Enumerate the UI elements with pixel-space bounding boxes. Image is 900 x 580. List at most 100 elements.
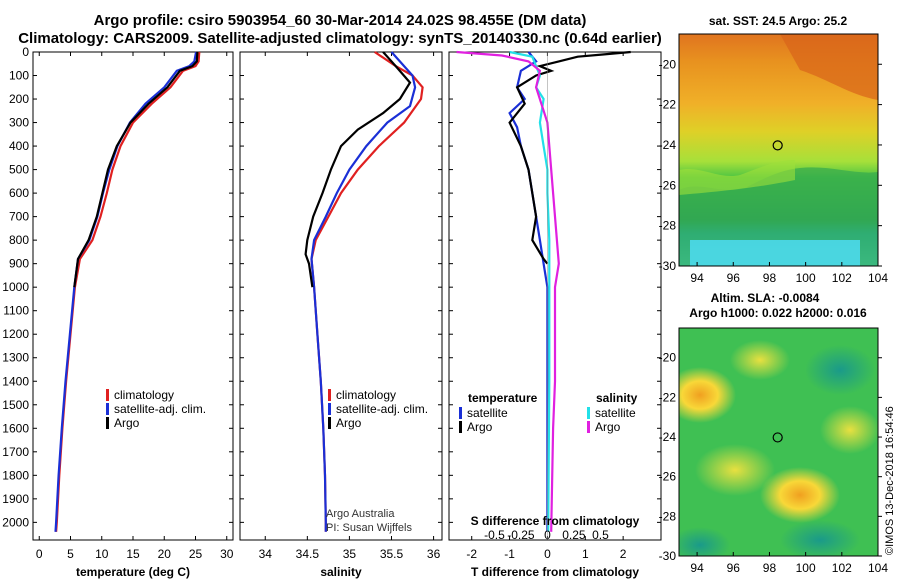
legend-label: Argo: [336, 416, 362, 430]
map-x-tick-label: 94: [690, 271, 704, 285]
legend-label: Argo: [114, 416, 140, 430]
legend-swatch: [328, 389, 331, 401]
salinity-plot: 34 34.5 35 35.5 36 salinity climatologysatelli…: [239, 51, 443, 579]
legend-swatch: [328, 403, 331, 415]
map-y-tick-label: -24: [659, 430, 677, 444]
series-line-s-argo: [456, 50, 560, 532]
y-tick-label: 1200: [2, 327, 29, 341]
y-tick-label: 1500: [2, 398, 29, 412]
x-tick-label: 1: [582, 547, 589, 561]
secondary-tick-label: 0.25: [562, 528, 586, 542]
x-tick-label: 0: [544, 547, 551, 561]
map-y-tick-label: -30: [659, 259, 677, 273]
map-x-tick-label: 100: [796, 271, 816, 285]
legend-swatch: [587, 407, 590, 419]
y-tick-label: 1600: [2, 421, 29, 435]
y-tick-label: 1700: [2, 445, 29, 459]
sla-map-subtitle: Argo h1000: 0.022 h2000: 0.016: [689, 306, 867, 320]
series-line-climatology: [55, 51, 201, 532]
sla-map-frame: [678, 327, 879, 557]
y-tick-label: 500: [9, 163, 29, 177]
plot-frame: [448, 51, 662, 541]
secondary-tick-label: -0.5: [484, 528, 505, 542]
y-tick-label: 600: [9, 186, 29, 200]
map-x-tick-label: 104: [868, 561, 888, 575]
x-axis-label: temperature (deg C): [76, 565, 190, 579]
legend-label: Argo: [595, 420, 621, 434]
map-y-tick-label: -26: [659, 470, 677, 484]
secondary-axis-label: S difference from climatology: [471, 514, 640, 528]
legend-swatch: [106, 417, 109, 429]
x-axis-label: salinity: [320, 565, 362, 579]
legend-label: climatology: [114, 388, 174, 402]
map-y-tick-label: -20: [659, 57, 677, 71]
x-tick-label: 0: [36, 547, 43, 561]
sst-map-frame: [678, 33, 879, 267]
map-y-tick-label: -22: [659, 98, 677, 112]
sla-map: Altim. SLA: -0.0084 Argo h1000: 0.022 h2…: [659, 291, 889, 575]
map-y-tick-label: -22: [659, 390, 677, 404]
map-x-tick-label: 94: [690, 561, 704, 575]
series-line-argo: [304, 51, 412, 288]
credit-text: ©IMOS 13-Dec-2018 16:54:46: [884, 406, 896, 555]
legend-label: Argo: [467, 420, 493, 434]
y-tick-label: 400: [9, 139, 29, 153]
legend-swatch: [106, 403, 109, 415]
y-tick-label: 1000: [2, 280, 29, 294]
sst-map: sat. SST: 24.5 Argo: 25.2 94 96 98 100 102 10…: [659, 14, 889, 285]
legend-title-temperature: temperature: [468, 391, 538, 405]
legend-swatch: [106, 389, 109, 401]
legend-swatch: [587, 421, 590, 433]
x-tick-label: 30: [220, 547, 234, 561]
map-x-tick-label: 98: [763, 271, 777, 285]
sla-map-axes: 94 96 98 100 102 104 -20 -22 -24 -26 -28 -30: [659, 351, 889, 575]
argo-position-marker: [772, 140, 783, 151]
map-y-tick-label: -20: [659, 351, 677, 365]
y-tick-label: 2000: [2, 515, 29, 529]
series-line-satellite-adj-clim-: [310, 51, 417, 532]
y-tick-label: 300: [9, 116, 29, 130]
map-x-tick-label: 98: [763, 561, 777, 575]
legend-swatch: [328, 417, 331, 429]
plot-frame: [239, 51, 443, 541]
legend-swatch: [459, 421, 462, 433]
series-line-t-argo: [508, 50, 631, 265]
y-tick-label: 1800: [2, 468, 29, 482]
map-y-tick-label: -30: [659, 549, 677, 563]
argo-position-marker: [772, 432, 783, 443]
sst-map-axes: 94 96 98 100 102 104 -20 -22 -24 -26 -28 -30: [659, 57, 889, 285]
temperature-plot: 0100200300400500600700800900100011001200…: [2, 45, 233, 579]
map-x-tick-label: 102: [832, 561, 852, 575]
x-tick-label: 36: [427, 547, 441, 561]
credit-annotation: Argo Australia: [326, 508, 395, 520]
y-tick-label: 700: [9, 210, 29, 224]
map-y-tick-label: -26: [659, 178, 677, 192]
x-tick-label: 35.5: [380, 547, 404, 561]
series-line-satellite-adj-clim-: [54, 51, 198, 532]
map-y-tick-label: -28: [659, 509, 677, 523]
x-tick-label: 34.5: [296, 547, 320, 561]
plot-frame: [32, 51, 234, 541]
y-tick-label: 1900: [2, 492, 29, 506]
y-tick-label: 800: [9, 233, 29, 247]
y-tick-label: 100: [9, 69, 29, 83]
x-tick-label: 5: [67, 547, 74, 561]
y-tick-label: 1300: [2, 351, 29, 365]
legend-swatch: [459, 407, 462, 419]
map-x-tick-label: 102: [832, 271, 852, 285]
y-tick-label: 0: [22, 45, 29, 59]
x-tick-label: -2: [466, 547, 477, 561]
legend-label: satellite-adj. clim.: [336, 402, 428, 416]
x-tick-label: 35: [343, 547, 357, 561]
x-tick-label: -1: [504, 547, 515, 561]
secondary-tick-label: 0.5: [592, 528, 609, 542]
map-x-tick-label: 100: [796, 561, 816, 575]
series-line-t-satellite: [508, 51, 549, 532]
x-tick-label: 10: [95, 547, 109, 561]
legend-label: satellite-adj. clim.: [114, 402, 206, 416]
map-y-tick-label: -28: [659, 219, 677, 233]
legend-label: climatology: [336, 388, 396, 402]
legend-title-salinity: salinity: [596, 391, 638, 405]
x-tick-label: 34: [259, 547, 273, 561]
